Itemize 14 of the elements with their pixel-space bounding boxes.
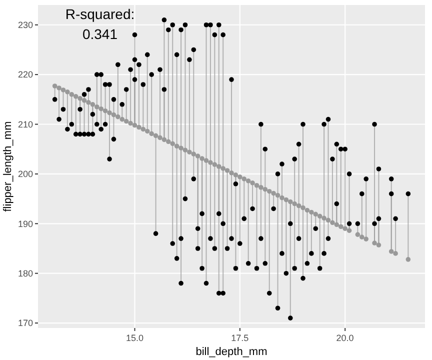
y-tick-label: 170: [18, 318, 33, 328]
y-tick-label: 210: [18, 119, 33, 130]
y-tick-label: 180: [18, 268, 33, 278]
x-tick-label: 20.0: [336, 333, 354, 343]
annotation: 0.341: [82, 26, 118, 42]
y-axis-title: flipper_length_mm: [2, 121, 14, 212]
annotation: R-squared:: [65, 6, 135, 22]
y-tick-label: 220: [18, 70, 33, 80]
x-tick-label: 17.5: [231, 333, 249, 343]
x-tick-label: 15.0: [126, 333, 144, 343]
y-tick-label: 200: [18, 169, 33, 180]
y-tick-label: 190: [18, 218, 33, 229]
y-tick-label: 230: [18, 20, 33, 30]
x-axis-title: bill_depth_mm: [196, 346, 268, 358]
